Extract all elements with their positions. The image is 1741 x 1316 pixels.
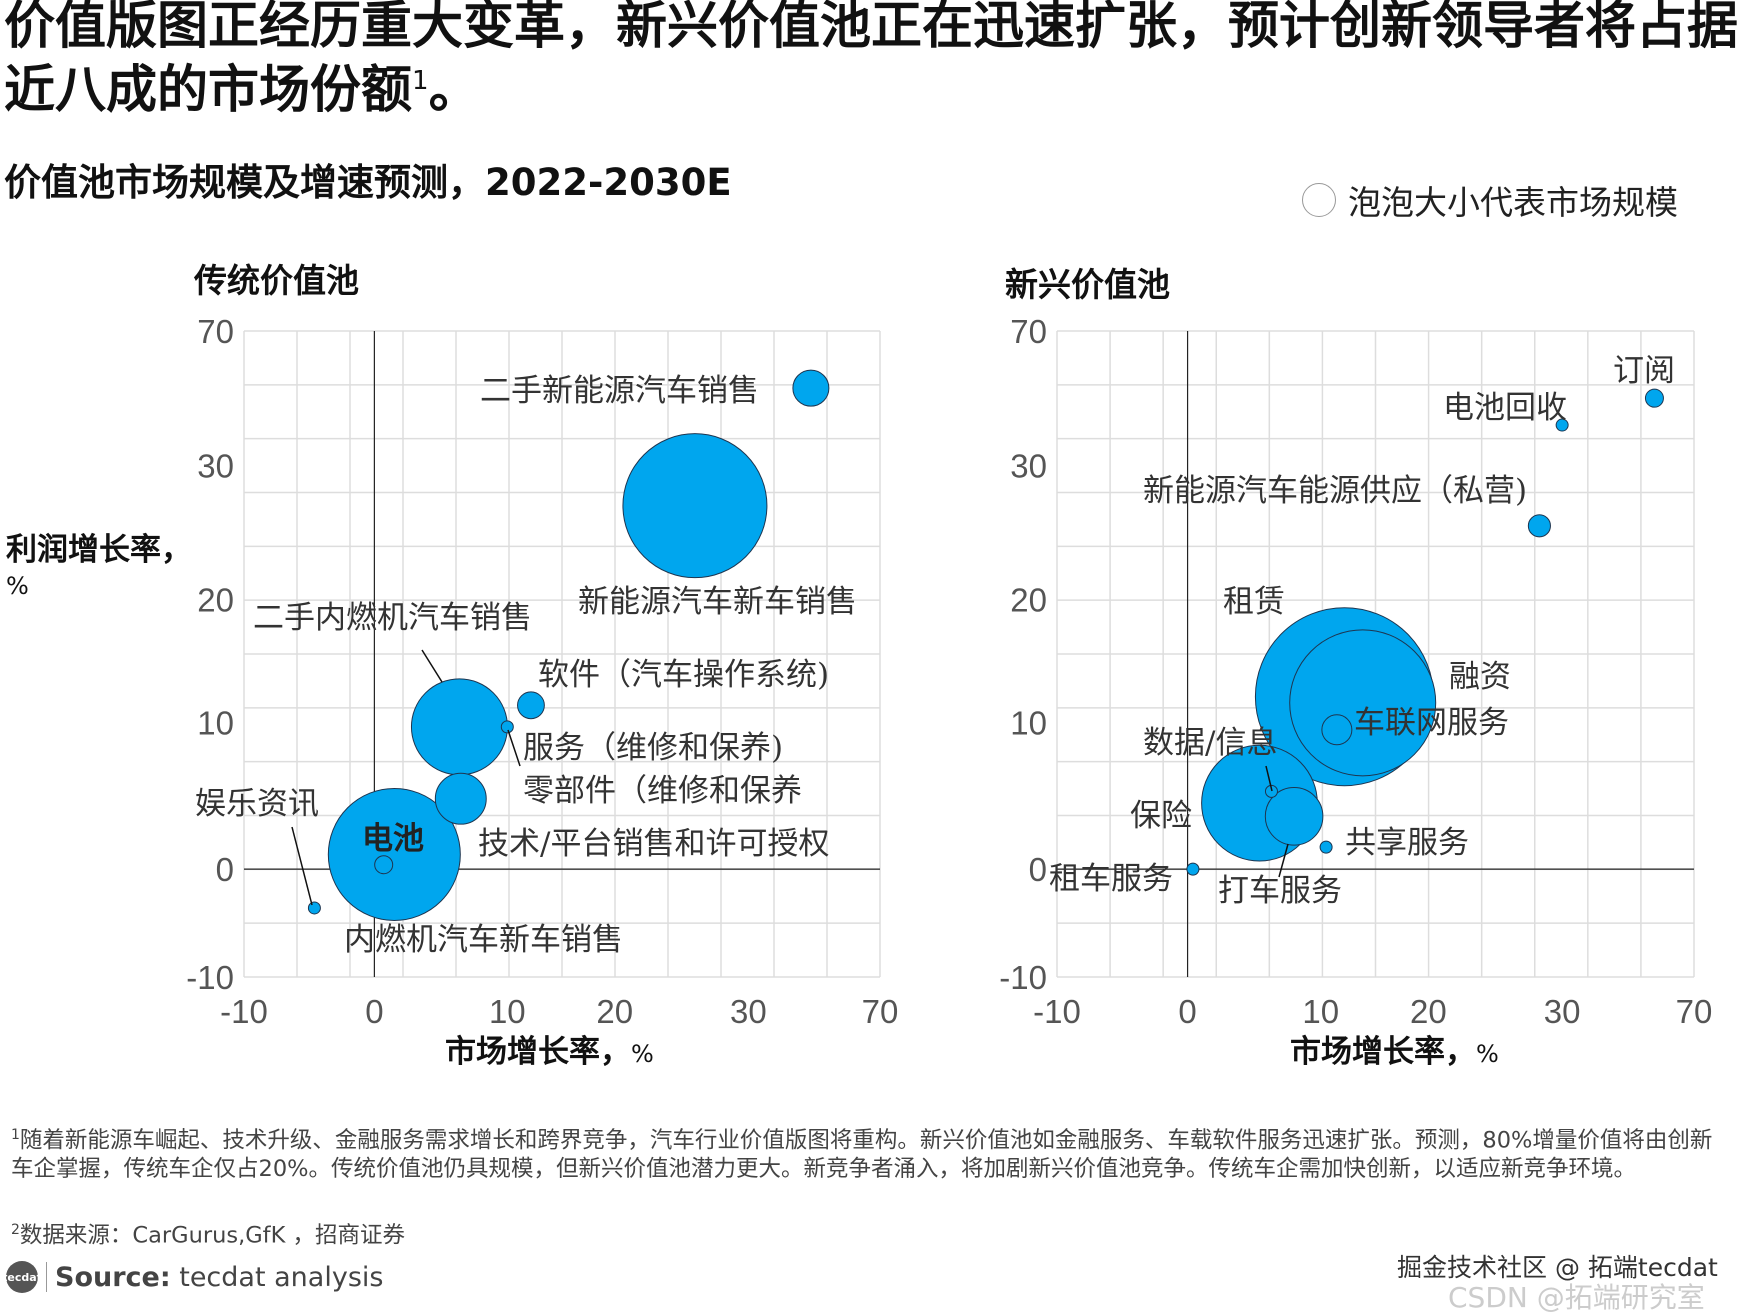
x-tick-label: 30 [1544,993,1581,1030]
x-axis-label-right: 市场增长率，% [1290,1034,1499,1070]
bubble [1289,629,1437,777]
point-label: 二手新能源汽车销售 [480,373,759,409]
bubble [1264,787,1324,846]
y-axis-label: 利润增长率， [6,532,192,568]
page-title: 价值版图正经历重大变革，新兴价值池正在迅速扩张，预计创新领导者将占据近八成的市场… [4,0,1739,120]
y-tick-label: 10 [1010,704,1047,741]
bubble [792,369,830,407]
x-tick-label: 30 [730,993,767,1030]
point-label: 娱乐资讯 [195,786,319,822]
leader-line [507,729,521,767]
bubble [307,901,321,915]
source-line: tecdat Source: tecdat analysis [2,1261,384,1293]
point-label: 电池 [362,821,424,857]
bubble [1527,514,1551,538]
empty-circle-icon [1302,183,1336,217]
leader-line [291,826,313,906]
point-label: 新能源汽车能源供应（私营) [1143,473,1528,509]
chart-title-traditional: 传统价值池 [194,261,359,300]
chart-subtitle: 价值池市场规模及增速预测，2022-2030E [4,161,732,204]
point-label: 软件（汽车操作系统) [538,657,830,693]
leader-line [421,649,443,683]
watermark-csdn: CSDN @拓端研究室 [1448,1281,1705,1314]
y-tick-label: 0 [216,851,234,888]
bubble [1555,418,1569,432]
bubble [1186,862,1200,876]
point-label: 零部件（维修和保养 [523,773,802,809]
point-label: 租车服务 [1049,861,1173,897]
leader-line [1278,843,1289,878]
x-tick-label: 0 [1178,993,1196,1030]
bubble [1319,840,1333,854]
bubble [434,772,487,825]
x-tick-label: 0 [365,993,383,1030]
point-label: 二手内燃机汽车销售 [253,600,532,636]
footnote-2: 2数据来源：CarGurus,GfK ，招商证券 [11,1222,406,1249]
y-tick-label: 30 [197,447,234,484]
legend: 泡泡大小代表市场规模 [1302,176,1678,224]
point-label: 租赁 [1223,584,1285,620]
point-label: 技术/平台销售和许可授权 [478,826,830,862]
x-tick-label: 10 [1302,993,1339,1030]
point-label: 打车服务 [1218,873,1342,909]
point-label: 服务（维修和保养) [523,730,784,766]
x-axis-label-left: 市场增长率，% [445,1034,654,1070]
bubble [327,787,461,921]
leader-line [1265,765,1273,792]
x-tick-label: 70 [862,993,899,1030]
bubble [410,678,508,776]
bubble [500,720,514,734]
bubble [622,433,768,579]
chart-title-emerging: 新兴价值池 [1005,265,1170,304]
point-label: 共享服务 [1345,825,1469,861]
bubble [1264,784,1278,798]
point-label: 电池回收 [1443,390,1567,426]
x-tick-label: 70 [1676,993,1713,1030]
y-tick-label: 20 [1010,582,1047,619]
tecdat-logo: tecdat [2,1261,42,1293]
footnote-1: 1随着新能源车崛起、技术升级、金融服务需求增长和跨界竞争，汽车行业价值版图将重构… [11,1127,1713,1182]
y-tick-label: -10 [999,959,1047,996]
x-tick-label: 20 [596,993,633,1030]
y-tick-label: 0 [1029,851,1047,888]
watermark: 掘金技术社区 @ 拓端tecdat [1397,1253,1718,1282]
y-axis-unit: % [6,572,29,600]
y-tick-label: 30 [1010,447,1047,484]
point-label: 新能源汽车新车销售 [578,584,857,620]
bubble [1644,388,1664,408]
y-tick-label: 70 [1010,313,1047,350]
point-label: 内燃机汽车新车销售 [344,922,623,958]
y-tick-label: 20 [197,582,234,619]
point-label: 数据/信息 [1143,725,1278,761]
x-tick-label: 20 [1410,993,1447,1030]
point-label: 保险 [1130,798,1192,834]
x-tick-label: -10 [1033,993,1081,1030]
point-label: 融资 [1449,659,1511,695]
y-tick-label: 10 [197,704,234,741]
point-label: 订阅 [1613,353,1675,389]
bubble [1321,714,1353,746]
x-tick-label: -10 [220,993,268,1030]
y-tick-label: 70 [197,313,234,350]
y-tick-label: -10 [186,959,234,996]
x-tick-label: 10 [489,993,526,1030]
legend-text: 泡泡大小代表市场规模 [1348,183,1678,222]
point-label: 车联网服务 [1354,705,1509,741]
bubble [517,691,545,720]
bubble [374,855,394,875]
